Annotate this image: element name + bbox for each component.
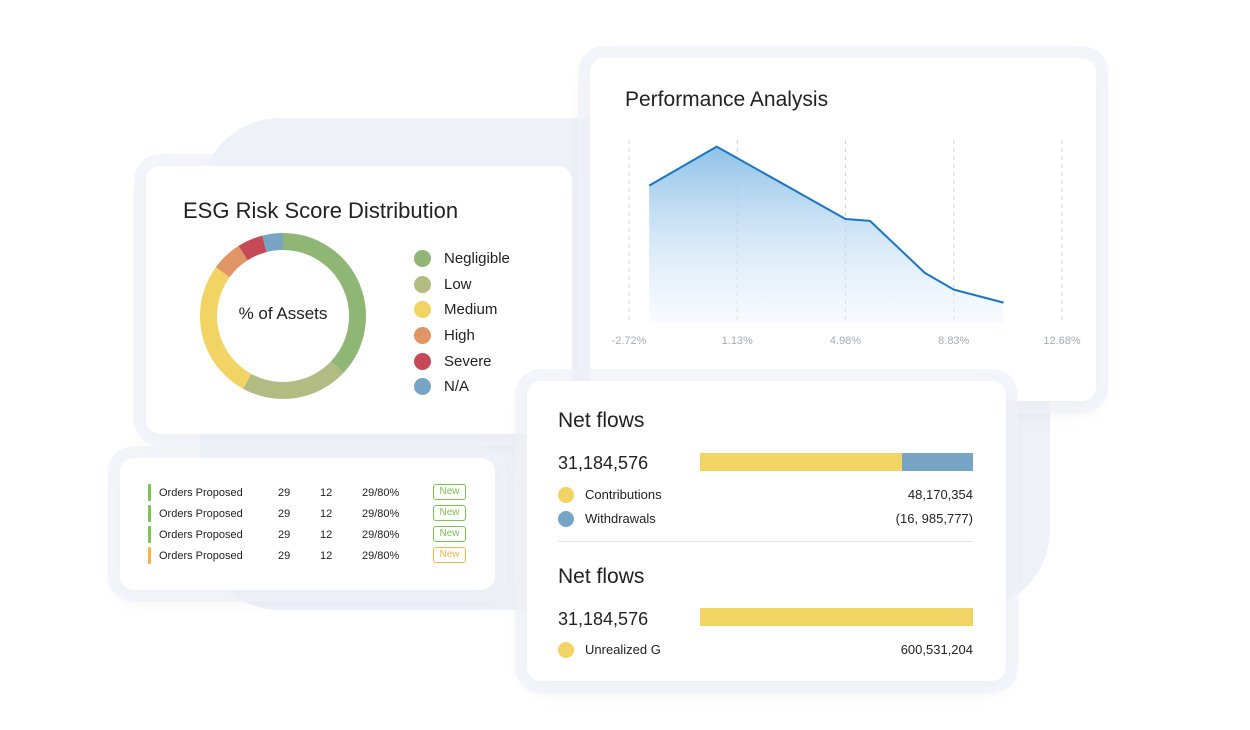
new-badge: New [433, 526, 466, 542]
row-status-bar [148, 547, 151, 564]
row-status-bar [148, 505, 151, 522]
legend-label: Low [444, 275, 472, 293]
x-tick-label: 8.83% [938, 335, 969, 347]
net-flows-title: Net flows [558, 409, 645, 432]
table-row[interactable]: Orders Proposed 29 12 29/80% New [148, 505, 478, 523]
new-badge: New [433, 484, 466, 500]
item-value: (16, 985,777) [895, 511, 973, 526]
item-value: 48,170,354 [907, 487, 973, 502]
donut-slice-severe [238, 235, 267, 261]
performance-area-chart: -2.72% 1.13% 4.98% 8.83% 12.68% [612, 140, 1081, 347]
order-value-b: 12 [320, 508, 333, 520]
donut-center-label: % of Assets [238, 304, 328, 323]
x-tick-label: -2.72% [612, 335, 647, 347]
row-status-bar [148, 484, 151, 501]
withdrawals-dot-icon [558, 511, 574, 527]
net-flows-total: 31,184,576 [558, 609, 649, 629]
donut-slice-high [215, 245, 248, 278]
net-flows-stacked-bar [700, 608, 973, 626]
esg-risk-card: ESG Risk Score Distribution % of Assets … [146, 166, 572, 434]
legend-dot-icon [414, 378, 431, 396]
legend-label: N/A [444, 378, 470, 396]
legend-item-na: N/A [414, 374, 510, 400]
area-fill [649, 146, 1004, 323]
order-value-b: 12 [320, 550, 333, 562]
bar-segment-contributions [700, 453, 902, 471]
legend-item-high: High [414, 323, 510, 349]
new-badge: New [433, 505, 466, 521]
net-flows-stacked-bar [700, 453, 973, 471]
legend-dot-icon [414, 275, 431, 293]
legend-dot-icon [414, 327, 431, 345]
order-ratio: 29/80% [362, 487, 400, 499]
table-row[interactable]: Orders Proposed 29 12 29/80% New [148, 526, 478, 544]
donut-slice-na [262, 233, 284, 253]
x-tick-label: 1.13% [722, 335, 753, 347]
series-line [648, 145, 1004, 304]
donut-slice-low [243, 360, 344, 399]
item-label: Unrealized G [585, 642, 661, 657]
item-value: 600,531,204 [900, 642, 973, 657]
contributions-dot-icon [558, 487, 574, 503]
net-flows-title: Net flows [558, 565, 645, 588]
legend-label: High [444, 327, 475, 345]
item-label: Withdrawals [585, 511, 656, 526]
legend-dot-icon [414, 352, 431, 370]
legend-label: Medium [444, 301, 498, 319]
net-flows-item-withdrawals: Withdrawals (16, 985,777) [558, 510, 973, 528]
order-ratio: 29/80% [362, 529, 400, 541]
order-value-a: 29 [278, 550, 291, 562]
order-name: Orders Proposed [159, 508, 243, 520]
bar-segment-unrealizedg [700, 608, 973, 626]
bar-segment-withdrawals [901, 453, 973, 471]
legend-item-low: Low [414, 272, 510, 298]
row-status-bar [148, 526, 151, 543]
esg-title: ESG Risk Score Distribution [183, 198, 459, 223]
order-value-a: 29 [278, 487, 291, 499]
x-tick-label: 4.98% [830, 335, 861, 347]
order-value-b: 12 [320, 487, 333, 499]
item-label: Contributions [585, 487, 662, 502]
orders-card: Orders Proposed 29 12 29/80% New Orders … [120, 458, 495, 590]
esg-donut-chart [200, 233, 366, 399]
table-row[interactable]: Orders Proposed 29 12 29/80% New [148, 547, 478, 565]
legend-item-negligible: Negligible [414, 246, 510, 272]
net-flows-item-unrealized: Unrealized G 600,531,204 [558, 641, 973, 659]
order-value-b: 12 [320, 529, 333, 541]
legend-item-severe: Severe [414, 348, 510, 374]
order-value-a: 29 [278, 529, 291, 541]
order-name: Orders Proposed [159, 550, 243, 562]
legend-dot-icon [414, 250, 431, 268]
unrealized-dot-icon [558, 642, 574, 658]
legend-item-medium: Medium [414, 297, 510, 323]
order-ratio: 29/80% [362, 550, 400, 562]
order-value-a: 29 [278, 508, 291, 520]
net-flows-item-contributions: Contributions 48,170,354 [558, 486, 973, 504]
legend-label: Negligible [444, 250, 510, 268]
net-flows-card: Net flows 31,184,576 Contributions 48,17… [527, 381, 1006, 681]
order-name: Orders Proposed [159, 529, 243, 541]
section-divider [558, 541, 973, 542]
legend-dot-icon [414, 301, 431, 319]
new-badge: New [433, 547, 466, 563]
performance-title: Performance Analysis [625, 88, 829, 111]
legend-label: Severe [444, 352, 492, 370]
order-ratio: 29/80% [362, 508, 400, 520]
performance-analysis-card: Performance Analysis -2.72% 1.13% 4.98% 8.8… [590, 58, 1096, 401]
donut-slice-medium [200, 267, 252, 389]
esg-legend: Negligible Low Medium High Severe N/A [414, 246, 510, 400]
x-tick-label: 12.68% [1043, 335, 1081, 347]
donut-slice-negligible [282, 233, 366, 373]
order-name: Orders Proposed [159, 487, 243, 499]
net-flows-total: 31,184,576 [558, 453, 649, 473]
table-row[interactable]: Orders Proposed 29 12 29/80% New [148, 484, 478, 502]
